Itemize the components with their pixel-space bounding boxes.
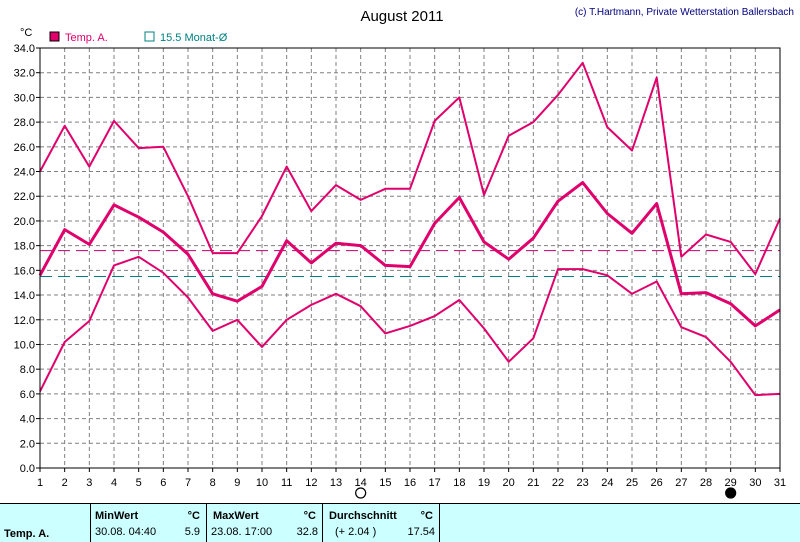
x-tick-label: 2 [62, 477, 68, 489]
x-tick-label: 9 [234, 477, 240, 489]
stats-average-unit: °C [420, 510, 433, 522]
legend-swatch-temp [49, 31, 60, 42]
x-tick-label: 30 [749, 477, 761, 489]
x-tick-label: 26 [651, 477, 663, 489]
x-tick-label: 7 [185, 477, 191, 489]
y-tick-label: 12.0 [14, 315, 35, 327]
grid-lines [40, 48, 780, 468]
x-tick-label: 12 [305, 477, 317, 489]
series-line-mittel [38, 181, 781, 328]
temperature-chart: August 2011 (c) T.Hartmann, Private Wett… [14, 7, 794, 499]
stats-min-cell: MinWert °C 30.08. 04:40 5.9 [90, 504, 206, 542]
x-tick-label: 24 [601, 477, 613, 489]
stats-min-value: 5.9 [184, 526, 200, 538]
chart-credit: (c) T.Hartmann, Private Wetterstation Ba… [575, 7, 794, 18]
y-tick-label: 30.0 [14, 92, 35, 104]
legend-label-average: 15.5 Monat-Ø [160, 32, 228, 44]
x-tick-label: 20 [503, 477, 515, 489]
x-tick-label: 14 [355, 477, 367, 489]
x-axis-ticks: 1 2 3 4 5 6 7 8 9 10 11 12 13 14 15 16 17 18 19 20 21 22 23 24 2… [37, 468, 786, 489]
statistics-bar: Temp. A. MinWert °C 30.08. 04:40 5.9 Max… [0, 503, 800, 542]
x-tick-label: 19 [478, 477, 490, 489]
reference-lines [40, 250, 780, 278]
x-tick-label: 15 [379, 477, 391, 489]
y-tick-label: 16.0 [14, 265, 35, 277]
x-tick-label: 1 [37, 477, 43, 489]
x-tick-label: 13 [330, 477, 342, 489]
x-tick-label: 27 [675, 477, 687, 489]
y-tick-label: 28.0 [14, 117, 35, 129]
x-tick-label: 16 [404, 477, 416, 489]
x-tick-label: 5 [136, 477, 142, 489]
stats-max-time: 23.08. 17:00 [211, 526, 273, 538]
series-line-max [39, 61, 781, 276]
x-tick-label: 3 [86, 477, 92, 489]
x-tick-label: 21 [527, 477, 539, 489]
stats-min-unit: °C [187, 510, 200, 522]
x-tick-label: 28 [700, 477, 712, 489]
x-tick-label: 8 [210, 477, 216, 489]
x-tick-label: 18 [453, 477, 465, 489]
y-tick-label: 22.0 [14, 191, 35, 203]
y-tick-label: 10.0 [14, 339, 35, 351]
stats-max-label: MaxWert [213, 510, 259, 522]
chart-title: August 2011 [360, 8, 443, 25]
y-tick-label: 6.0 [20, 389, 35, 401]
x-tick-label: 4 [111, 477, 117, 489]
y-tick-label: 20.0 [14, 216, 35, 228]
y-tick-label: 4.0 [20, 414, 35, 426]
x-tick-label: 6 [160, 477, 166, 489]
x-tick-label: 23 [577, 477, 589, 489]
legend-swatch-average [144, 31, 155, 42]
y-tick-label: 32.0 [14, 68, 35, 80]
stats-max-cell: MaxWert °C 23.08. 17:00 32.8 [206, 504, 322, 542]
y-tick-label: 18.0 [14, 241, 35, 253]
stats-max-unit: °C [303, 510, 316, 522]
stats-average-value: 17.54 [407, 526, 435, 538]
x-tick-label: 22 [552, 477, 564, 489]
legend-label-temp: Temp. A. [65, 32, 108, 44]
x-tick-label: 25 [626, 477, 638, 489]
series-lines [38, 61, 781, 397]
y-axis-ticks: 0.0 2.0 4.0 6.0 8.0 10.0 12.0 14.0 16.0 18.0 20.0 2… [14, 43, 40, 475]
y-tick-label: 0.0 [20, 463, 35, 475]
stats-average-diff: (+ 2.04 ) [335, 526, 377, 538]
x-tick-label: 17 [429, 477, 441, 489]
y-tick-label: 24.0 [14, 167, 35, 179]
stats-min-label: MinWert [95, 510, 139, 522]
y-tick-label: 14.0 [14, 290, 35, 302]
y-tick-label: 34.0 [14, 43, 35, 55]
moon-new-icon [725, 487, 737, 499]
x-tick-label: 11 [281, 477, 292, 489]
stats-average-cell: Durchschnitt °C (+ 2.04 ) 17.54 [322, 504, 440, 542]
moon-phase-markers [355, 487, 737, 499]
stats-min-time: 30.08. 04:40 [95, 526, 157, 538]
x-tick-label: 10 [256, 477, 268, 489]
x-tick-label: 31 [774, 477, 786, 489]
stats-average-label: Durchschnitt [329, 510, 397, 522]
y-tick-label: 2.0 [20, 438, 35, 450]
series-line-min [39, 255, 781, 397]
y-tick-label: 26.0 [14, 142, 35, 154]
stats-row-label: Temp. A. [4, 528, 50, 540]
y-tick-label: 8.0 [20, 364, 35, 376]
x-tick-label: 29 [725, 477, 737, 489]
moon-full-icon [355, 487, 367, 499]
y-axis-unit: °C [20, 27, 32, 39]
stats-max-value: 32.8 [296, 526, 318, 538]
